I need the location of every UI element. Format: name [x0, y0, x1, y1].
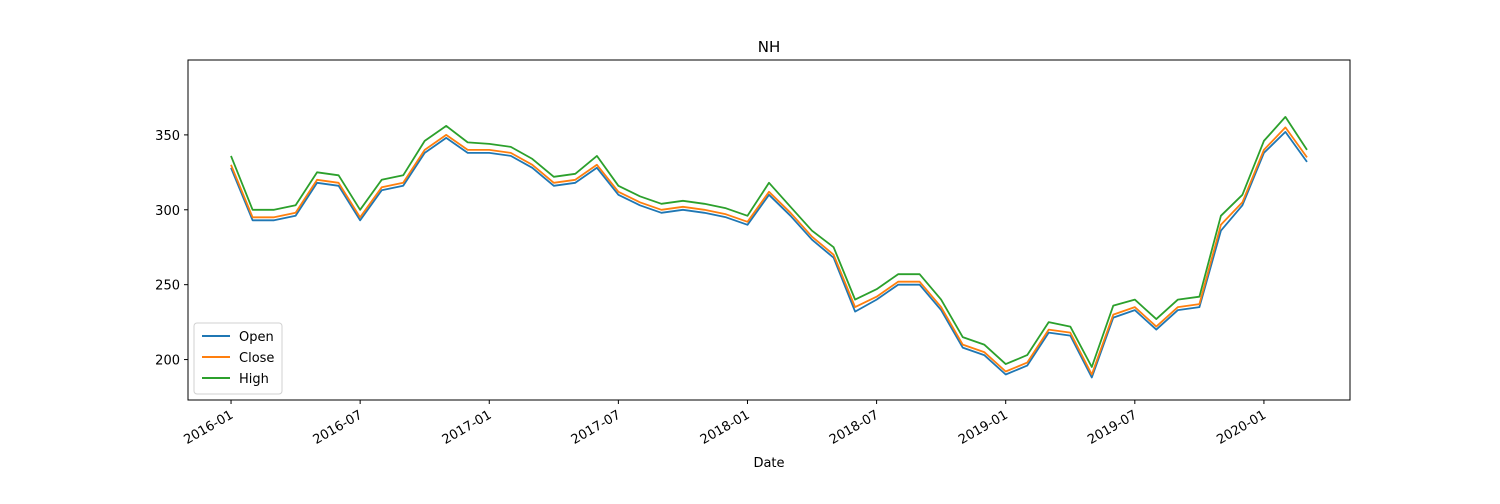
- x-tick-label: 2019-07: [1085, 408, 1140, 448]
- y-tick-label: 350: [155, 129, 180, 144]
- x-tick-label: 2019-01: [956, 408, 1011, 448]
- x-tick-label: 2018-07: [827, 408, 882, 448]
- legend-box: [193, 322, 283, 395]
- plot-frame: [187, 59, 1351, 401]
- legend-label: Close: [239, 351, 274, 366]
- x-tick-label: 2020-01: [1214, 408, 1269, 448]
- x-tick-label: 2017-01: [440, 408, 495, 448]
- series-line: [230, 131, 1308, 379]
- y-tick-label: 200: [155, 354, 180, 369]
- x-axis-label: Date: [753, 456, 784, 471]
- x-tick-label: 2016-07: [311, 408, 366, 448]
- x-tick-label: 2016-01: [181, 408, 236, 448]
- y-tick-label: 250: [155, 279, 180, 294]
- x-tick-label: 2018-01: [698, 408, 753, 448]
- chart-title: NH: [758, 38, 781, 56]
- series-line: [230, 116, 1308, 368]
- legend-label: Open: [239, 330, 274, 345]
- legend-label: High: [239, 372, 269, 387]
- series-line: [230, 126, 1308, 376]
- x-tick-label: 2017-07: [569, 408, 624, 448]
- y-tick-label: 300: [155, 204, 180, 219]
